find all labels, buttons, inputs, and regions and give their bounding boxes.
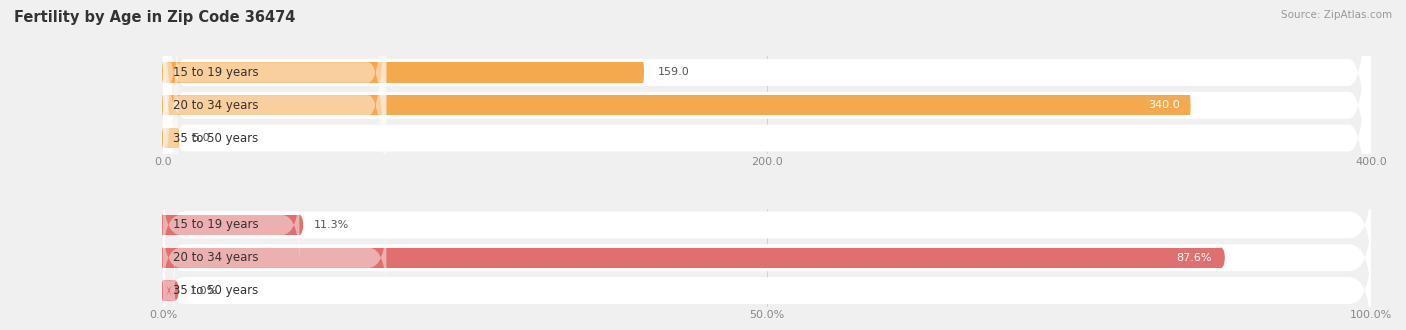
Text: 5.0: 5.0 xyxy=(193,133,209,143)
Bar xyxy=(163,128,179,148)
Circle shape xyxy=(1188,95,1191,116)
FancyBboxPatch shape xyxy=(163,245,1371,330)
Bar xyxy=(163,95,1189,116)
Text: 159.0: 159.0 xyxy=(658,68,689,78)
FancyBboxPatch shape xyxy=(163,0,1371,295)
Circle shape xyxy=(177,128,179,148)
Circle shape xyxy=(162,95,165,116)
Text: 20 to 34 years: 20 to 34 years xyxy=(173,251,259,264)
Text: 15 to 19 years: 15 to 19 years xyxy=(173,218,259,231)
Circle shape xyxy=(295,215,304,235)
FancyBboxPatch shape xyxy=(163,186,299,264)
FancyBboxPatch shape xyxy=(163,212,1371,303)
Text: 20 to 34 years: 20 to 34 years xyxy=(173,99,259,112)
Circle shape xyxy=(159,215,167,235)
Bar xyxy=(163,215,299,235)
FancyBboxPatch shape xyxy=(163,0,1371,328)
Bar xyxy=(163,248,1220,268)
FancyBboxPatch shape xyxy=(163,219,387,297)
Text: 1.0%: 1.0% xyxy=(190,285,218,295)
Text: 15 to 19 years: 15 to 19 years xyxy=(173,66,259,79)
Text: Source: ZipAtlas.com: Source: ZipAtlas.com xyxy=(1281,10,1392,20)
Text: 35 to 50 years: 35 to 50 years xyxy=(173,132,257,145)
Text: 35 to 50 years: 35 to 50 years xyxy=(173,284,257,297)
Text: 11.3%: 11.3% xyxy=(314,220,349,230)
Bar xyxy=(163,280,174,301)
FancyBboxPatch shape xyxy=(163,0,387,259)
Circle shape xyxy=(172,280,179,301)
FancyBboxPatch shape xyxy=(163,0,1371,330)
Circle shape xyxy=(159,248,167,268)
Bar xyxy=(163,62,643,82)
FancyBboxPatch shape xyxy=(157,251,181,330)
Circle shape xyxy=(162,128,165,148)
Circle shape xyxy=(162,62,165,82)
Circle shape xyxy=(1218,248,1225,268)
Circle shape xyxy=(643,62,644,82)
Circle shape xyxy=(159,280,167,301)
FancyBboxPatch shape xyxy=(160,0,181,325)
Text: 87.6%: 87.6% xyxy=(1175,253,1212,263)
Text: Fertility by Age in Zip Code 36474: Fertility by Age in Zip Code 36474 xyxy=(14,10,295,25)
FancyBboxPatch shape xyxy=(163,0,387,292)
Text: 340.0: 340.0 xyxy=(1149,100,1180,110)
FancyBboxPatch shape xyxy=(163,180,1371,271)
